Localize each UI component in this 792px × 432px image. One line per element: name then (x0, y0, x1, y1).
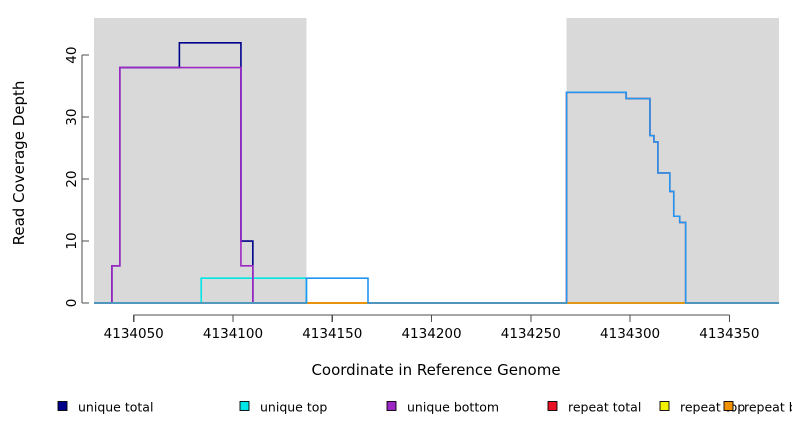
x-tick-label-4134300: 4134300 (600, 326, 660, 342)
x-tick-label-4134200: 4134200 (401, 326, 461, 342)
legend-label-repeat-total: repeat total (568, 400, 641, 415)
y-axis-title: Read Coverage Depth (10, 81, 28, 246)
legend-swatch-repeat-top[interactable] (659, 401, 670, 411)
legend-label-repeat-bottom: repeat bottom (744, 400, 792, 415)
x-tick-label-4134350: 4134350 (699, 326, 759, 342)
y-tick-labels-layer: 0 10 20 30 40 (64, 47, 80, 308)
legend-label-unique-top: unique top (260, 400, 327, 415)
legend-swatch-repeat-bottom[interactable] (723, 401, 734, 411)
legend-swatch-unique-total[interactable] (57, 401, 68, 411)
legend-swatch-unique-bottom[interactable] (386, 401, 397, 411)
y-tick-label-10: 10 (64, 232, 80, 249)
axes-layer (81, 54, 730, 322)
legend: unique total unique top unique bottom repea… (57, 400, 792, 415)
x-axis-title: Coordinate in Reference Genome (311, 361, 560, 379)
shaded-regions-layer (94, 18, 779, 303)
series-layer (94, 41, 779, 304)
y-tick-label-0: 0 (64, 299, 80, 308)
y-tick-label-20: 20 (64, 170, 80, 187)
x-tick-label-4134050: 4134050 (104, 326, 164, 342)
x-tick-labels-layer: 4134050 4134100 4134150 4134200 4134250 41343… (104, 326, 760, 342)
legend-label-repeat-top: repeat top (680, 400, 745, 415)
legend-label-unique-bottom: unique bottom (407, 400, 499, 415)
legend-swatch-unique-top[interactable] (239, 401, 250, 411)
series-repeat-coverage-right-arm (94, 91, 779, 304)
legend-label-unique-total: unique total (78, 400, 153, 415)
series-unique-bottom (94, 66, 779, 304)
y-tick-label-30: 30 (64, 109, 80, 126)
y-tick-label-40: 40 (64, 47, 80, 64)
right-repeat-region (566, 18, 779, 303)
x-tick-label-4134100: 4134100 (203, 326, 263, 342)
legend-swatch-repeat-total[interactable] (547, 401, 558, 411)
x-tick-label-4134150: 4134150 (302, 326, 362, 342)
x-tick-label-4134250: 4134250 (501, 326, 561, 342)
left-repeat-region (94, 18, 307, 303)
